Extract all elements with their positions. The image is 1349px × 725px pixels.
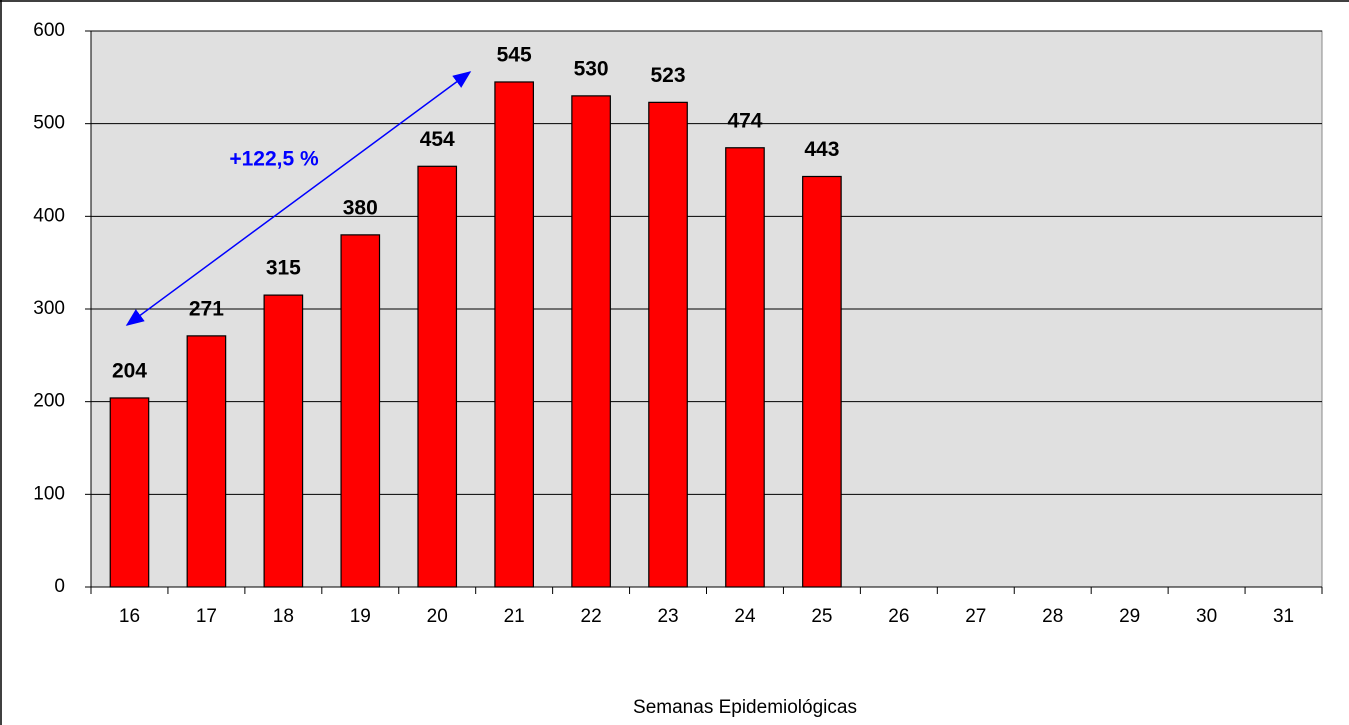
y-tick-label: 600 [33, 20, 65, 41]
y-tick-label: 200 [33, 391, 65, 412]
x-tick-label: 27 [965, 606, 986, 627]
data-label: 315 [266, 257, 301, 280]
x-tick-label: 25 [811, 606, 832, 627]
bar [648, 101, 688, 588]
x-tick-label: 26 [888, 606, 909, 627]
x-tick-label: 23 [657, 606, 678, 627]
x-axis-title: Semanas Epidemiológicas [633, 697, 857, 718]
x-tick-label: 22 [581, 606, 602, 627]
data-label: 545 [497, 44, 532, 67]
bar [725, 147, 765, 588]
bar [571, 95, 611, 588]
x-tick-label: 24 [734, 606, 756, 627]
x-tick-label: 17 [196, 606, 217, 627]
x-tick-label: 30 [1196, 606, 1217, 627]
bar [186, 335, 227, 588]
data-label: 474 [727, 109, 762, 132]
bar [494, 81, 534, 588]
y-tick-label: 100 [33, 483, 65, 504]
data-label: 380 [343, 196, 378, 219]
x-tick-label: 28 [1042, 606, 1063, 627]
x-tick-label: 21 [504, 606, 525, 627]
bar [417, 165, 458, 588]
bar [109, 397, 150, 588]
y-tick-label: 0 [54, 576, 65, 597]
data-label: 530 [574, 57, 609, 80]
x-tick-label: 20 [427, 606, 448, 627]
y-tick-label: 500 [33, 113, 65, 134]
annotation: +122,5 % [229, 148, 319, 171]
x-tick-label: 19 [350, 606, 371, 627]
x-tick-label: 29 [1119, 606, 1140, 627]
x-tick-label: 31 [1273, 606, 1294, 627]
bar [802, 175, 842, 588]
data-label: 523 [651, 64, 686, 87]
data-label: 454 [420, 128, 455, 151]
data-label: 271 [189, 297, 224, 320]
data-label: 443 [804, 138, 839, 161]
x-tick-label: 18 [273, 606, 294, 627]
y-tick-label: 400 [33, 205, 65, 226]
annotation-arrow [125, 71, 472, 326]
y-tick-label: 300 [33, 298, 65, 319]
x-tick-label: 16 [119, 606, 140, 627]
bar [340, 234, 381, 588]
data-label: 204 [112, 360, 147, 383]
bar [263, 294, 304, 588]
